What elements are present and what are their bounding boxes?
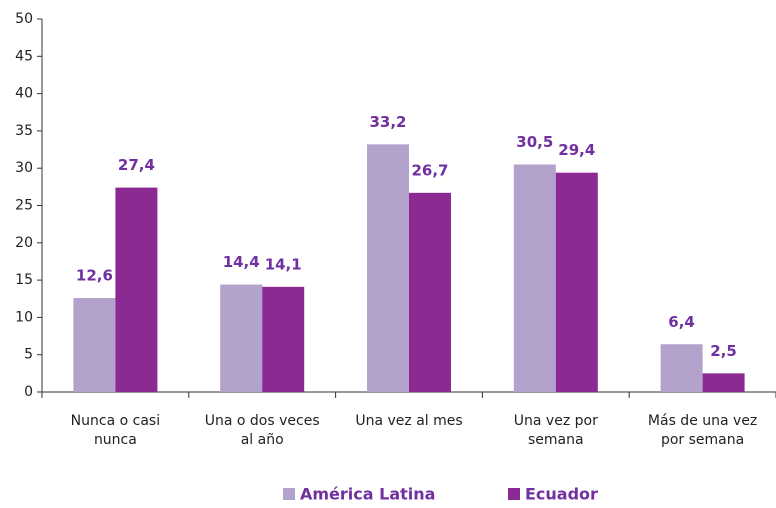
x-tick-label: Una vez por semana [513,413,598,448]
legend-label: Ecuador [525,485,598,504]
bar [73,298,116,392]
bar [367,144,409,392]
value-label: 6,4 [668,313,695,331]
value-label: 14,4 [223,253,260,271]
y-tick-label: 5 [24,347,33,363]
value-label: 26,7 [411,161,448,179]
y-tick-label: 25 [15,198,33,214]
bar [555,172,598,392]
bar [702,373,745,392]
y-tick-label: 0 [24,384,33,400]
y-tick-label: 20 [15,235,33,251]
y-tick-label: 45 [15,48,33,64]
y-tick-label: 15 [15,272,33,288]
x-tick-label: Una vez al mes [355,413,463,429]
y-tick-label: 50 [15,11,33,27]
value-label: 33,2 [369,113,406,131]
x-tick-label: Más de una vez por semana [647,413,758,448]
bar [220,284,263,392]
x-tick-label: Nunca o casi nunca [70,413,161,448]
legend-label: América Latina [300,485,435,504]
legend-swatch [508,488,520,500]
y-tick-label: 30 [15,160,33,176]
value-label: 30,5 [516,133,553,151]
value-label: 29,4 [558,141,595,159]
value-label: 2,5 [710,342,737,360]
bar [409,192,451,392]
bar [513,164,556,392]
legend-swatch [283,488,295,500]
y-tick-label: 10 [15,309,33,325]
y-tick-label: 40 [15,86,33,102]
value-label: 12,6 [76,267,113,285]
value-label: 14,1 [265,255,302,273]
value-label: 27,4 [118,156,155,174]
y-tick-label: 35 [15,123,33,139]
bar [660,344,703,392]
bar [115,187,158,392]
bar [262,286,305,392]
x-tick-label: Una o dos veces al año [204,413,320,448]
